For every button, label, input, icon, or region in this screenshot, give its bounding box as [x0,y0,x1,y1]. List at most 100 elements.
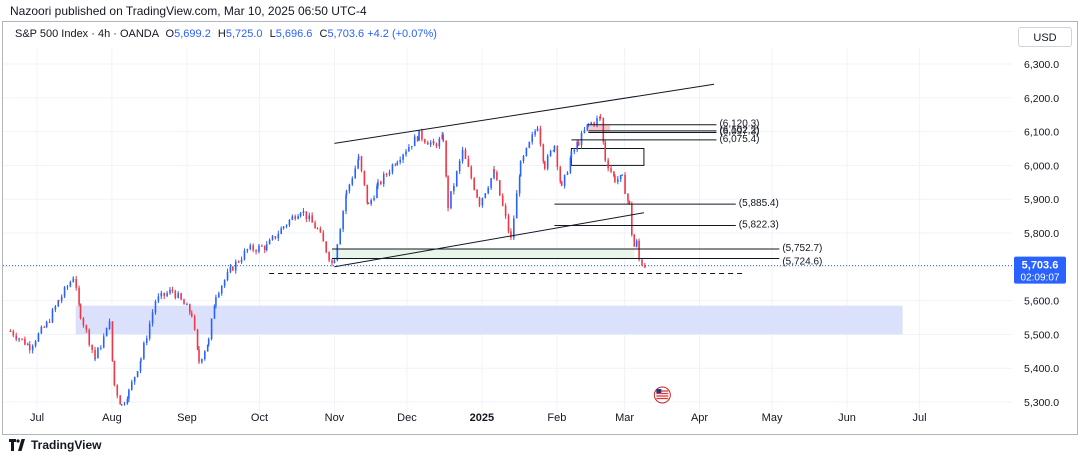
candle-body [51,309,54,323]
candle-body [193,316,196,330]
candle-body [163,292,165,296]
candle-body [291,216,294,220]
candle-body [382,174,385,185]
candle-body [577,142,580,146]
candle-body [518,176,521,194]
candle-body [302,211,305,213]
candle-body [519,161,522,177]
candle-body [573,149,576,152]
candle-body [580,132,583,146]
candle-body [345,195,347,212]
candle-body [249,245,252,250]
candle-body [432,141,435,144]
x-tick-label: Dec [397,412,417,424]
candle-body [367,203,370,205]
candle-body [220,285,223,294]
candle-body [57,300,60,307]
candle-body [418,130,420,141]
candle-body [288,219,291,226]
trendline[interactable] [334,83,715,144]
candle-body [617,179,619,182]
candle-body [285,225,288,227]
candle-body [602,118,605,142]
candle-body [116,385,119,396]
level-label: (6,102.2) [719,125,759,136]
candle-body [120,404,123,406]
level-label: (5,724.6) [782,256,822,267]
trendline[interactable] [334,212,645,268]
level-label: (5,885.4) [739,198,779,209]
candle-body [363,170,366,185]
candle-body [210,318,213,340]
candle-body [388,172,391,175]
candle-body [108,327,111,329]
candle-body [619,175,622,180]
candle-body [493,169,495,179]
candle-body [171,289,174,291]
candle-body [243,250,246,260]
candle-body [28,344,31,351]
candle-body [308,215,311,220]
candle-body [586,124,589,131]
candle-body [569,157,572,173]
candle-body [314,222,316,229]
candle-body [24,338,26,345]
candle-body [94,349,96,359]
candle-body [536,128,539,131]
candle-body [447,176,449,209]
candle-body [183,299,185,305]
candle-body [399,159,401,163]
candle-body [525,147,528,156]
candle-body [119,395,121,405]
candle-body [570,151,573,158]
chart-frame [2,21,1078,435]
candle-body [196,329,199,350]
candle-body [348,184,351,191]
candle-body [513,218,515,238]
candle-body [177,293,180,298]
candle-body [274,236,277,239]
candle-body [631,203,633,235]
candle-body [405,151,407,155]
candle-body [539,128,542,145]
candle-body [102,336,105,348]
candle-body [54,306,57,310]
candle-body [48,321,51,323]
candle-body [476,189,478,198]
x-tick-label: Nov [325,412,345,424]
currency-button[interactable]: USD [1018,27,1072,47]
change-value: +4.2 (+0.07%) [367,28,437,40]
candle-body [455,171,458,186]
candle-body [377,181,379,186]
candle-body [280,228,283,234]
candle-body [450,191,452,209]
candle-body [396,162,399,165]
candle-body [464,149,467,159]
candle-body [34,341,37,346]
low-label: L [269,28,276,40]
candle-body [229,266,232,272]
tradingview-brand[interactable]: TradingView [9,436,101,454]
x-tick-label: Jul [30,412,44,424]
candle-body [277,233,280,239]
candle-body [40,326,43,334]
candle-body [507,215,510,232]
candle-body [638,240,640,260]
high-value: 5,725.0 [225,28,263,40]
candle-body [461,149,464,152]
candle-body [528,141,531,148]
candle-body [139,361,142,372]
candle-body [410,146,413,148]
candle-body [549,150,552,156]
candle-body [97,347,99,359]
candle-body [82,318,85,326]
zone-rect [331,249,635,260]
candle-body [268,239,271,245]
candle-body [461,151,464,161]
candle-body [360,156,363,171]
candle-body [624,174,626,194]
symbol-label[interactable]: S&P 500 Index · 4h · OANDA [15,28,159,40]
candle-body [357,156,360,161]
candle-body [63,287,66,297]
